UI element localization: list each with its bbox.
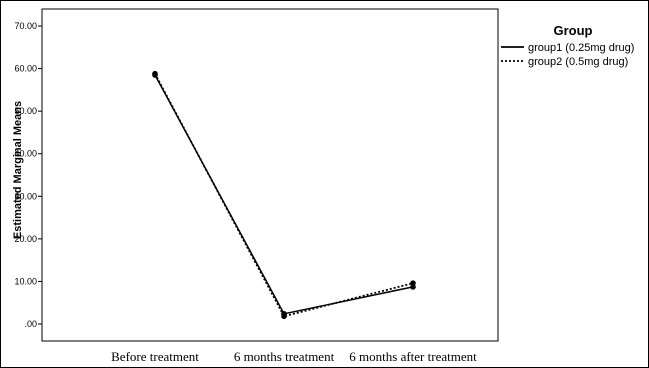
plot-area [41, 8, 499, 342]
y-tick-label: 30.00 [14, 191, 37, 201]
series-line-2 [154, 73, 414, 318]
y-tick-label: 70.00 [14, 21, 37, 31]
y-tick-label: 10.00 [14, 276, 37, 286]
y-tick-label: 50.00 [14, 106, 37, 116]
legend-title: Group [554, 23, 593, 38]
y-tick-label: 20.00 [14, 234, 37, 244]
legend-label-2: group2 (0.5mg drug) [528, 56, 628, 68]
x-category-label: 6 months treatment [234, 349, 335, 364]
series-2-point [281, 313, 287, 320]
y-tick-label: 60.00 [14, 64, 37, 74]
x-category-label: 6 months after treatment [349, 349, 477, 364]
y-tick-label: 40.00 [14, 149, 37, 159]
legend-label-1: group1 (0.25mg drug) [528, 42, 634, 54]
y-tick-label: .00 [24, 319, 37, 329]
series-2-point [410, 280, 416, 286]
series-line-1 [154, 74, 414, 315]
y-axis-label: Estimated Marginal Means [12, 101, 24, 239]
x-category-label: Before treatment [111, 349, 199, 364]
series-2-point [152, 70, 158, 77]
series-1-point [410, 284, 416, 290]
